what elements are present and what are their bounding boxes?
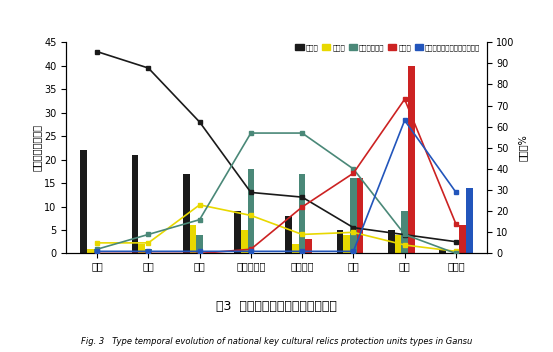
Bar — [87, 249, 94, 253]
Y-axis label: 占比／%: 占比／% — [518, 134, 528, 161]
Bar — [292, 244, 299, 253]
Bar — [388, 230, 395, 253]
Bar — [183, 174, 190, 253]
Bar — [350, 178, 357, 253]
Bar — [357, 178, 363, 253]
Bar — [138, 244, 145, 253]
Bar — [395, 235, 401, 253]
Bar — [337, 230, 343, 253]
Y-axis label: 国保单位数量／处: 国保单位数量／处 — [32, 124, 41, 171]
Legend: 古遗址, 古墓葬, 石窟寺及石刻, 古建筑, 近现代重要史迹及代表性建筑: 古遗址, 古墓葬, 石窟寺及石刻, 古建筑, 近现代重要史迹及代表性建筑 — [293, 42, 483, 54]
Bar — [190, 225, 196, 253]
Bar — [439, 249, 446, 253]
Bar — [196, 235, 203, 253]
Bar — [94, 249, 101, 253]
Bar — [343, 235, 350, 253]
Bar — [401, 211, 408, 253]
Bar — [466, 188, 473, 253]
Bar — [241, 230, 248, 253]
Text: 图3  甘肃国保单位类型时序演变图: 图3 甘肃国保单位类型时序演变图 — [216, 300, 337, 313]
Bar — [145, 249, 152, 253]
Bar — [459, 225, 466, 253]
Bar — [408, 66, 415, 253]
Bar — [285, 216, 292, 253]
Text: Fig. 3   Type temporal evolution of national key cultural relics protection unit: Fig. 3 Type temporal evolution of nation… — [81, 337, 472, 346]
Bar — [248, 169, 254, 253]
Bar — [299, 174, 305, 253]
Bar — [305, 239, 312, 253]
Bar — [132, 155, 138, 253]
Bar — [80, 150, 87, 253]
Bar — [234, 211, 241, 253]
